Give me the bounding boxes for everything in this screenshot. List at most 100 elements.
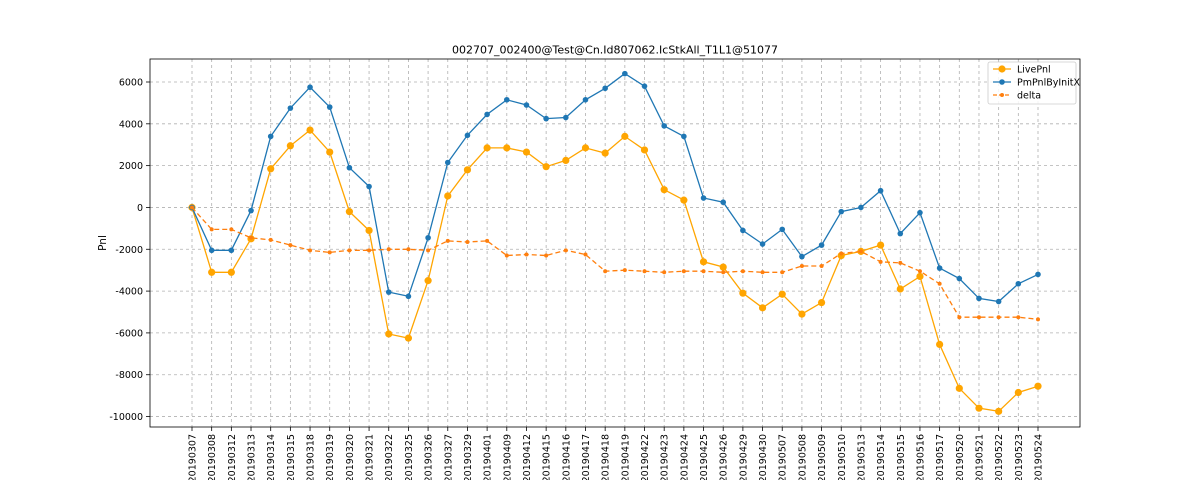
data-point [995,407,1003,415]
data-point [839,251,844,256]
y-tick-label: -6000 [115,328,143,339]
data-point [347,248,352,253]
data-point [621,132,629,140]
data-point [288,243,293,248]
x-tick-label: 20190513 [856,434,867,480]
data-point [877,241,885,249]
x-tick-label: 20190522 [994,434,1005,480]
data-point [542,163,550,171]
y-tick-label: 6000 [119,78,143,89]
data-point [916,272,924,281]
y-tick-label: 4000 [119,119,143,130]
x-tick-label: 20190415 [542,434,553,480]
x-tick-label: 20190507 [778,434,789,480]
data-point [798,310,806,318]
data-point [817,298,826,307]
data-point [386,247,391,252]
x-tick-label: 20190514 [876,434,887,480]
data-point [445,238,450,243]
data-point [720,199,727,206]
data-point [523,102,530,108]
data-point [522,148,531,156]
series-group [188,70,1042,415]
data-point [721,270,726,275]
data-point [544,253,549,258]
y-tick-label: 2000 [119,161,143,172]
data-point [308,248,313,253]
data-point [818,242,825,248]
data-point [229,227,234,232]
data-point [838,208,845,215]
data-point [582,96,589,103]
series-line [191,72,1039,303]
x-tick-label: 20190318 [306,434,317,480]
data-point [405,293,412,300]
x-tick-label: 20190416 [561,434,572,480]
legend-entry: LivePnl [993,65,1051,76]
data-point [622,268,627,273]
data-point [799,253,805,260]
data-point [209,227,214,232]
x-tick-label: 20190313 [247,434,258,480]
x-tick-label: 20190423 [660,434,671,480]
data-point [660,186,668,194]
data-point [661,123,667,129]
y-axis-label: Pnl [97,235,109,251]
data-point [404,334,413,342]
data-point [1035,271,1041,278]
data-point [463,166,472,174]
data-point [956,275,963,282]
data-point [424,277,432,285]
legend-marker [999,79,1005,85]
data-point [739,289,747,297]
data-point [326,104,333,110]
data-point [936,340,944,349]
data-point [406,247,411,252]
data-point [366,183,372,190]
data-point [1014,388,1022,397]
x-tick-label: 20190430 [758,434,769,480]
data-point [307,84,313,91]
data-point [602,85,608,92]
data-point [385,330,393,338]
data-point [465,239,470,244]
data-point [208,268,216,276]
series-line [191,207,1039,320]
data-point [976,295,982,302]
y-tick-label: -2000 [115,245,143,256]
y-tick-label: -10000 [109,412,143,423]
legend-marker [1000,93,1004,97]
data-point [740,269,745,274]
data-point [975,404,983,412]
data-point [898,260,903,265]
data-point [267,133,274,140]
x-tick-label: 20190417 [581,434,592,480]
x-tick-label: 20190419 [620,434,631,480]
legend-entry: delta [993,91,1041,102]
x-tick-label: 20190517 [935,434,946,480]
data-point [287,105,294,111]
data-point [917,209,923,216]
x-tick-label: 20190326 [424,434,435,480]
data-point [896,285,904,293]
x-tick-label: 20190425 [699,434,710,480]
x-axis: 20190307 20190308 20190312 20190313 20190314… [188,427,1045,480]
data-point [1015,280,1022,287]
data-point [780,270,785,275]
data-point [444,192,452,200]
data-point [503,144,511,152]
data-point [976,315,981,320]
data-point [601,149,609,157]
series-PmPnlByInitX [189,70,1041,305]
data-point [286,142,294,150]
data-point [444,159,451,166]
x-tick-label: 20190307 [188,434,199,480]
y-tick-label: -4000 [115,287,143,298]
data-point [483,144,491,152]
data-point [581,144,590,152]
data-point [563,248,568,253]
data-point [819,264,824,268]
x-tick-label: 20190315 [286,434,297,480]
data-point [503,96,510,103]
